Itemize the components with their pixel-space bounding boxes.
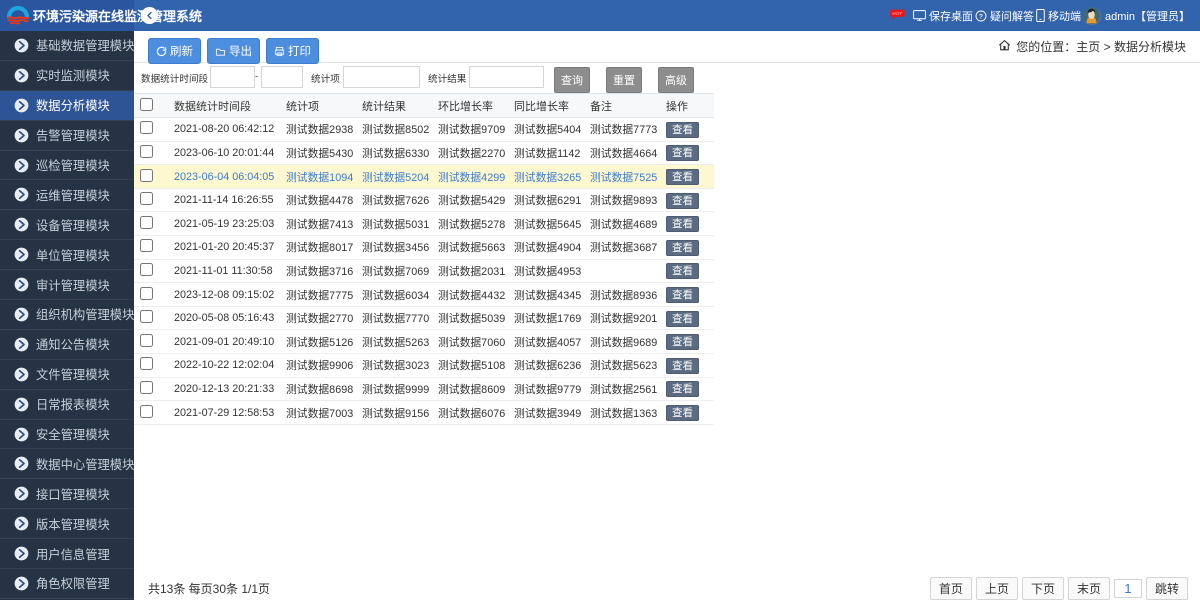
svg-text:?: ? — [979, 13, 983, 20]
svg-text:HOT: HOT — [892, 11, 903, 16]
